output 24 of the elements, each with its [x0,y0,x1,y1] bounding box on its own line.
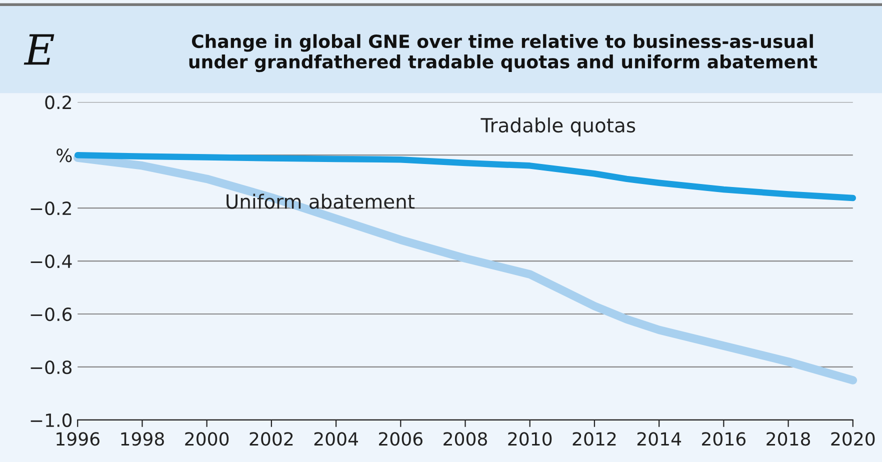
x-tick-label: 2004 [314,432,358,446]
x-tick-label: 2006 [378,432,422,446]
x-tick-label: 1996 [56,432,100,446]
y-tick-label: −0.8 [30,360,72,374]
x-tick-label: 1998 [121,432,164,446]
x-tick-label: 2010 [508,432,552,446]
x-tick-label: 2008 [444,432,487,446]
y-tick-label: −0.2 [30,202,71,216]
x-tick-label: 2016 [702,432,746,446]
x-tick-label: 2014 [637,432,682,446]
x-tick-label: 2018 [766,432,810,446]
y-tick-label: % [56,148,72,162]
series-label: Uniform abatement [226,194,415,209]
y-tick-label: 0.2 [45,96,71,110]
chart-title: Change in global GNE over time relative to business-as-usual under grandfathered tradable quotas and uniform abatement [189,34,818,72]
y-tick-label: −0.4 [30,254,72,268]
text: E [24,34,54,65]
y-tick-label: −1.0 [30,413,72,428]
x-tick-label: 2002 [250,432,293,446]
x-tick-label: 2000 [185,432,229,446]
series-label: Tradable quotas [480,118,636,136]
x-tick-label: 2012 [572,432,616,446]
x-tick-label: 2020 [831,432,875,446]
y-tick-label: −0.6 [30,307,72,322]
